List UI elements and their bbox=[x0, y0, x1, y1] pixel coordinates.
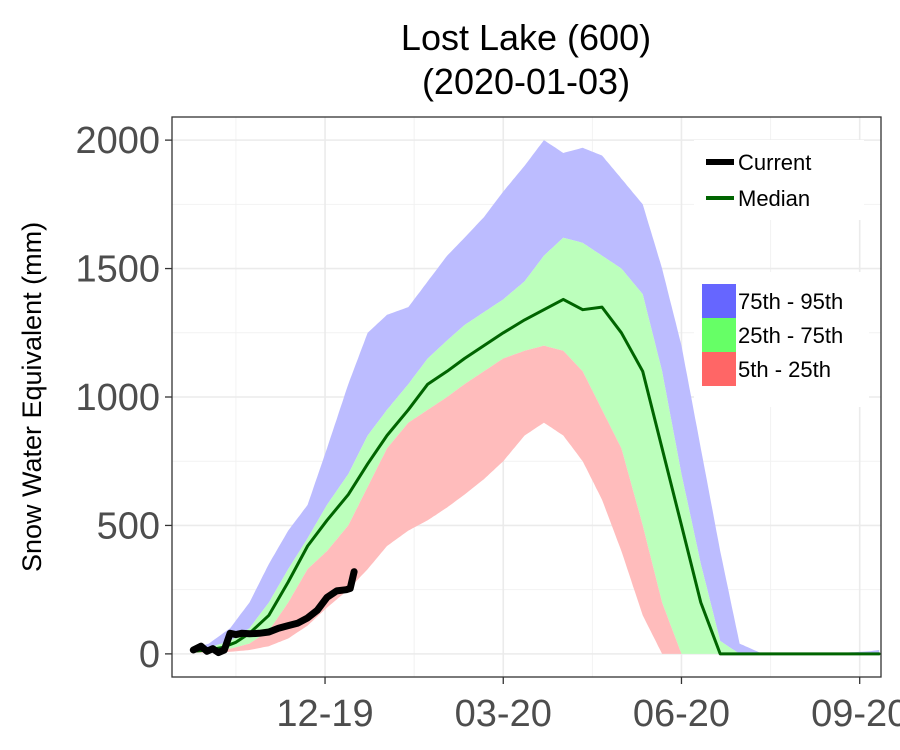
series-line-current bbox=[189, 568, 358, 657]
chart-title-line2: (2020-01-03) bbox=[422, 61, 630, 102]
legend-fill-label-2: 5th - 25th bbox=[738, 357, 831, 382]
legend-label-current: Current bbox=[738, 150, 811, 175]
x-tick-label: 06-20 bbox=[633, 693, 730, 735]
x-tick-label: 03-20 bbox=[455, 693, 552, 735]
legend-lines-box bbox=[694, 140, 864, 220]
x-axis-ticks: 12-19 03-20 06-20 09-20 bbox=[276, 677, 900, 735]
y-axis-ticks: 0 500 1000 1500 2000 bbox=[75, 120, 172, 676]
chart-title-line1: Lost Lake (600) bbox=[401, 17, 651, 58]
x-tick-label: 09-20 bbox=[811, 693, 900, 735]
legend-fill-label-1: 25th - 75th bbox=[738, 323, 843, 348]
legend-swatch-0 bbox=[702, 284, 736, 318]
y-tick-label: 1000 bbox=[75, 377, 160, 419]
y-axis-label: Snow Water Equivalent (mm) bbox=[17, 222, 47, 572]
y-tick-label: 1500 bbox=[75, 249, 160, 291]
band-0 bbox=[193, 140, 880, 654]
band-1 bbox=[193, 237, 880, 654]
x-tick-label: 12-19 bbox=[276, 693, 373, 735]
band-2 bbox=[193, 345, 880, 654]
legend-swatch-1 bbox=[702, 318, 736, 352]
y-tick-label: 2000 bbox=[75, 120, 160, 162]
y-tick-label: 0 bbox=[139, 634, 160, 676]
series-lines bbox=[189, 297, 881, 657]
percentile-bands bbox=[193, 140, 880, 654]
legend-label-median: Median bbox=[738, 186, 810, 211]
legend: Current Median 75th - 95th 25th - 75th 5th -… bbox=[694, 140, 869, 407]
series-line-median bbox=[191, 297, 881, 656]
legend-swatch-2 bbox=[702, 352, 736, 386]
y-tick-label: 500 bbox=[97, 505, 160, 547]
legend-fill-label-0: 75th - 95th bbox=[738, 289, 843, 314]
